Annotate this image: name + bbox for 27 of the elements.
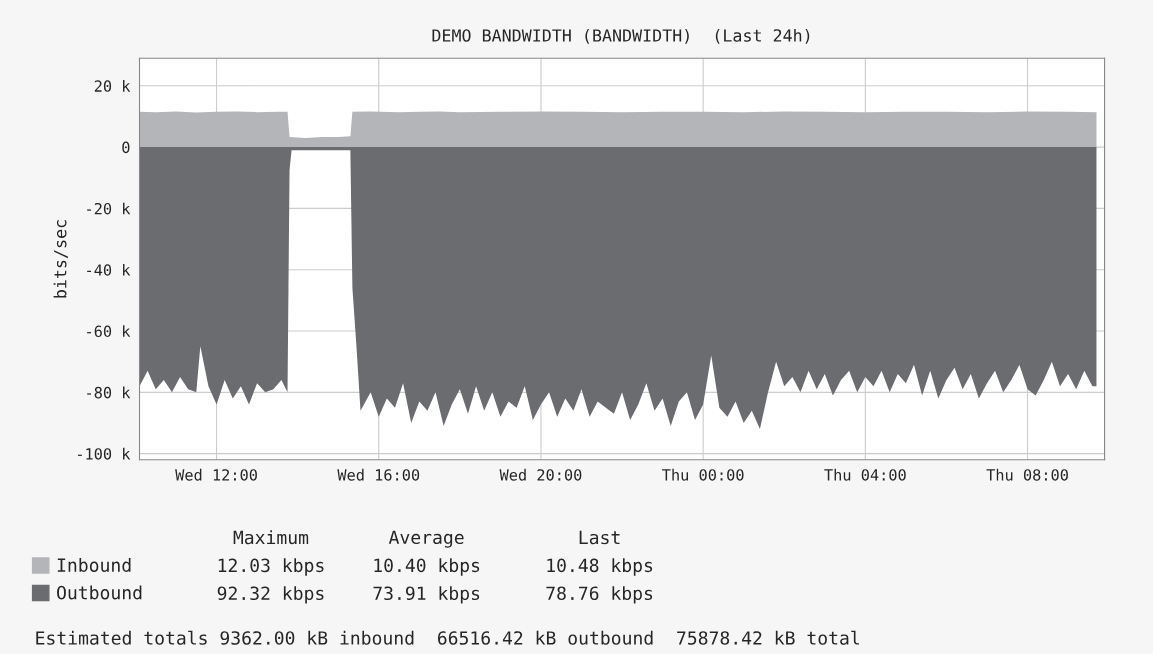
text: 73.91 kbps bbox=[373, 586, 480, 604]
x-tick-label: Wed 16:00 bbox=[337, 468, 420, 481]
text: Last bbox=[579, 530, 620, 545]
y-tick-label: -20 k bbox=[87, 202, 131, 215]
x-tick-label: Wed 20:00 bbox=[499, 468, 582, 481]
text: Average bbox=[388, 530, 464, 548]
y-tick-label: -60 k bbox=[87, 325, 131, 338]
x-tick-label: Wed 12:00 bbox=[175, 468, 257, 481]
legend-label: Inbound bbox=[57, 557, 131, 572]
x-tick-label: Thu 00:00 bbox=[662, 468, 744, 481]
text: 10.48 kbps bbox=[547, 558, 653, 576]
y-tick-label: -40 k bbox=[87, 263, 131, 276]
y-tick-label: -100 k bbox=[77, 447, 131, 460]
y-tick-label: 0 bbox=[122, 141, 130, 154]
x-tick-label: Thu 04:00 bbox=[824, 468, 906, 481]
chart-title: DEMO BANDWIDTH (BANDWIDTH) (Last 24h) bbox=[432, 28, 810, 44]
y-axis-title: bits/sec bbox=[53, 220, 68, 298]
text: Estimated totals 9362.00 kB inbound 66516.42 kB outbound 75878.42 kB total bbox=[36, 630, 859, 645]
x-tick-label: Thu 08:00 bbox=[986, 468, 1068, 481]
text: 78.76 kbps bbox=[546, 586, 653, 604]
text: 12.03 kbps bbox=[218, 558, 324, 576]
text: Maximum bbox=[233, 530, 309, 545]
text: 92.32 kbps bbox=[217, 586, 324, 604]
y-tick-label: 20 k bbox=[94, 80, 131, 92]
legend-label: Outbound bbox=[57, 585, 142, 600]
y-tick-label: -80 k bbox=[87, 386, 131, 399]
text: 10.40 kbps bbox=[374, 558, 480, 576]
